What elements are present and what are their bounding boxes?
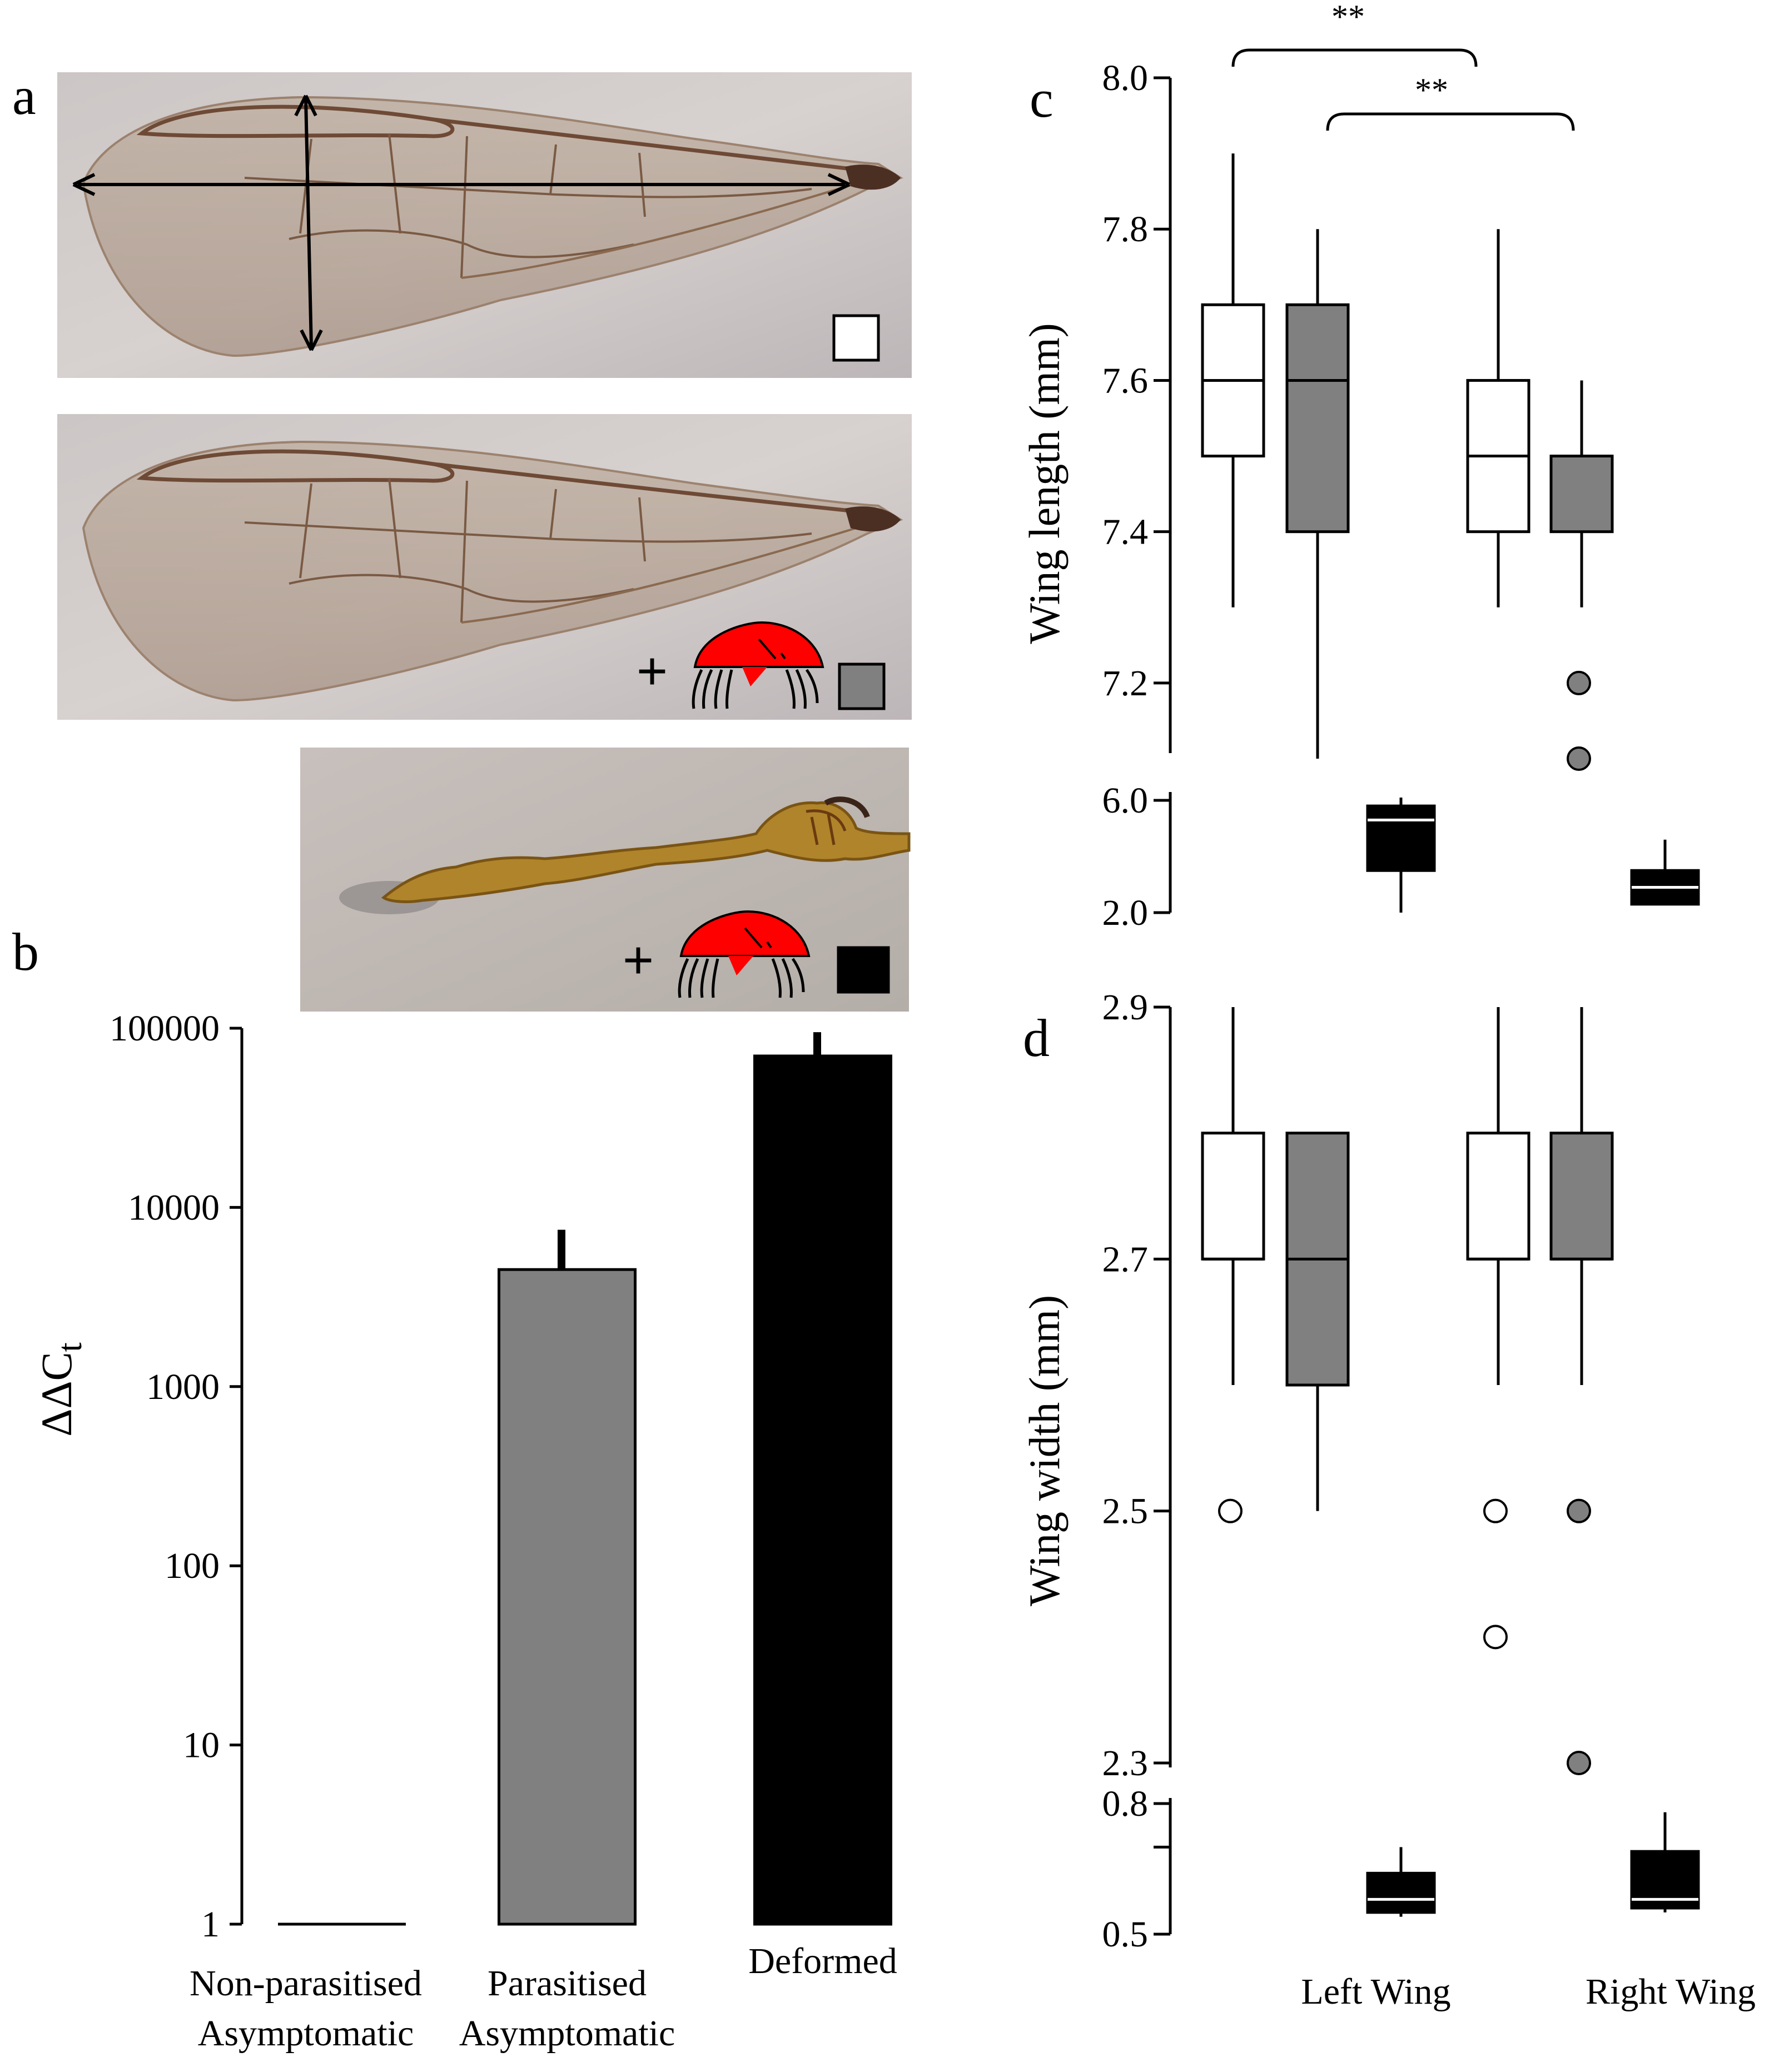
parasitised-wing-photo: +: [57, 414, 912, 720]
b-y-tick-label: 10: [183, 1725, 220, 1766]
b-y-tick-label: 100000: [110, 1008, 220, 1049]
significance-label: **: [1415, 72, 1448, 108]
deformed-marker: [837, 946, 890, 994]
normal-wing-photo: [57, 72, 912, 378]
b-y-axis-title-main: ΔΔC: [32, 1352, 81, 1436]
box-outlier: [1483, 1498, 1508, 1523]
box-outlier: [1567, 1751, 1591, 1775]
b-y-tick-label: 1000: [146, 1367, 220, 1407]
b-category-label: Asymptomatic: [459, 2013, 675, 2054]
b-category-label: Deformed: [748, 1941, 897, 1981]
lower-y-tick-label: 2.0: [1102, 893, 1149, 933]
mite-icon: [692, 621, 824, 709]
b-y-axis-title: ΔΔCt: [32, 1342, 89, 1437]
box-left-wing-non-parasitised: [1201, 1007, 1265, 1523]
parasitised-marker: [838, 663, 886, 710]
lower-y-tick-label: 0.5: [1102, 1914, 1149, 1955]
box-body: [1285, 303, 1350, 534]
panel-b: b 1 10 100 1000 10000 100000 Non-parasitised A…: [12, 922, 897, 2054]
b-bars: [278, 1032, 892, 1926]
lower-y-tick-label: 0.8: [1102, 1784, 1149, 1824]
upper-y-tick-label: 2.7: [1102, 1239, 1149, 1279]
b-category-label: Parasitised: [488, 1963, 647, 2004]
box-outlier: [1218, 1498, 1243, 1523]
b-category-label: Asymptomatic: [198, 2013, 414, 2054]
upper-y-tick-label: 7.2: [1102, 663, 1149, 704]
lower-y-tick-label: 6.0: [1102, 780, 1149, 821]
box-body: [1549, 1132, 1614, 1261]
upper-y-tick-label: 2.5: [1102, 1491, 1149, 1532]
b-y-axis-title-sub: t: [51, 1342, 89, 1352]
box-right-wing-deformed: [1630, 839, 1700, 906]
b-bar: [498, 1268, 637, 1926]
significance-bracket: **: [1326, 72, 1575, 131]
b-y-tick-label: 10000: [128, 1187, 220, 1228]
parasitised-wing-membrane: [82, 440, 903, 702]
panel-c: c 7.2 7.4 7.6 7.8 8.0 2.0 6.0 ** ** Wing length …: [1020, 0, 1700, 933]
panel-c-letter: c: [1030, 69, 1053, 128]
mite-plus-sign-2: +: [623, 930, 654, 990]
mite-icon-2: [678, 910, 811, 998]
box-body: [1201, 1132, 1265, 1261]
mite-plus-sign: +: [637, 641, 668, 701]
box-outlier: [1567, 746, 1591, 771]
significance-line: [1231, 48, 1478, 67]
b-y-tick-label: 1: [201, 1904, 220, 1945]
deformed-wing-photo: +: [300, 748, 911, 1012]
box-body: [1466, 1132, 1530, 1261]
significance-bracket: **: [1231, 0, 1478, 67]
upper-y-tick-label: 2.3: [1102, 1743, 1149, 1784]
b-y-tick-label: 100: [165, 1546, 220, 1586]
upper-y-tick-label: 7.6: [1102, 360, 1149, 401]
b-category-label: Non-parasitised: [190, 1963, 422, 2004]
box-outlier: [1567, 670, 1591, 695]
upper-y-tick-label: 7.8: [1102, 209, 1149, 250]
box-body: [1366, 1871, 1436, 1914]
box-outlier: [1483, 1625, 1508, 1650]
significance-label: **: [1331, 0, 1365, 35]
box-left-wing-deformed: [1366, 797, 1436, 913]
box-body: [1549, 455, 1614, 534]
box-right-wing-non-parasitised: [1466, 229, 1530, 607]
box-body: [1366, 804, 1436, 872]
box-right-wing-parasitised: [1549, 1007, 1614, 1775]
box-right-wing-deformed: [1630, 1812, 1700, 1912]
group-label-left-wing: Left Wing: [1301, 1971, 1450, 2012]
d-y-axis-title: Wing width (mm): [1020, 1295, 1069, 1606]
significance-line: [1326, 112, 1575, 131]
b-category-labels: Non-parasitised Asymptomatic Parasitised As…: [190, 1941, 897, 2054]
group-label-right-wing: Right Wing: [1586, 1971, 1756, 2012]
box-left-wing-non-parasitised: [1201, 153, 1265, 607]
c-plot: 7.2 7.4 7.6 7.8 8.0 2.0 6.0 ** **: [1102, 0, 1700, 933]
b-y-axis: 1 10 100 1000 10000 100000: [110, 1008, 244, 1945]
d-group-labels: Left Wing Right Wing: [1301, 1971, 1756, 2012]
panel-d-letter: d: [1023, 1008, 1050, 1068]
box-right-wing-parasitised: [1549, 380, 1614, 771]
panel-b-letter: b: [12, 922, 39, 982]
panel-d: d 2.3 2.5 2.7 2.9 0.5 0.8 Wing width (mm) Lef…: [1020, 987, 1756, 2012]
upper-y-tick-label: 7.4: [1102, 512, 1149, 552]
nonparasitised-marker: [832, 314, 880, 362]
upper-y-tick-label: 8.0: [1102, 58, 1149, 98]
box-left-wing-parasitised: [1285, 1132, 1350, 1511]
d-plot: 2.3 2.5 2.7 2.9 0.5 0.8: [1102, 987, 1700, 1955]
deformed-wing-shape: [381, 801, 911, 903]
box-outlier: [1567, 1498, 1591, 1523]
b-bar: [753, 1054, 892, 1926]
panel-a: a: [12, 66, 912, 1012]
box-left-wing-deformed: [1366, 1847, 1436, 1917]
box-left-wing-parasitised: [1285, 229, 1350, 759]
panel-a-letter: a: [12, 66, 36, 126]
upper-y-tick-label: 2.9: [1102, 987, 1149, 1028]
c-y-axis-title: Wing length (mm): [1020, 323, 1069, 644]
box-right-wing-non-parasitised: [1466, 1007, 1530, 1650]
